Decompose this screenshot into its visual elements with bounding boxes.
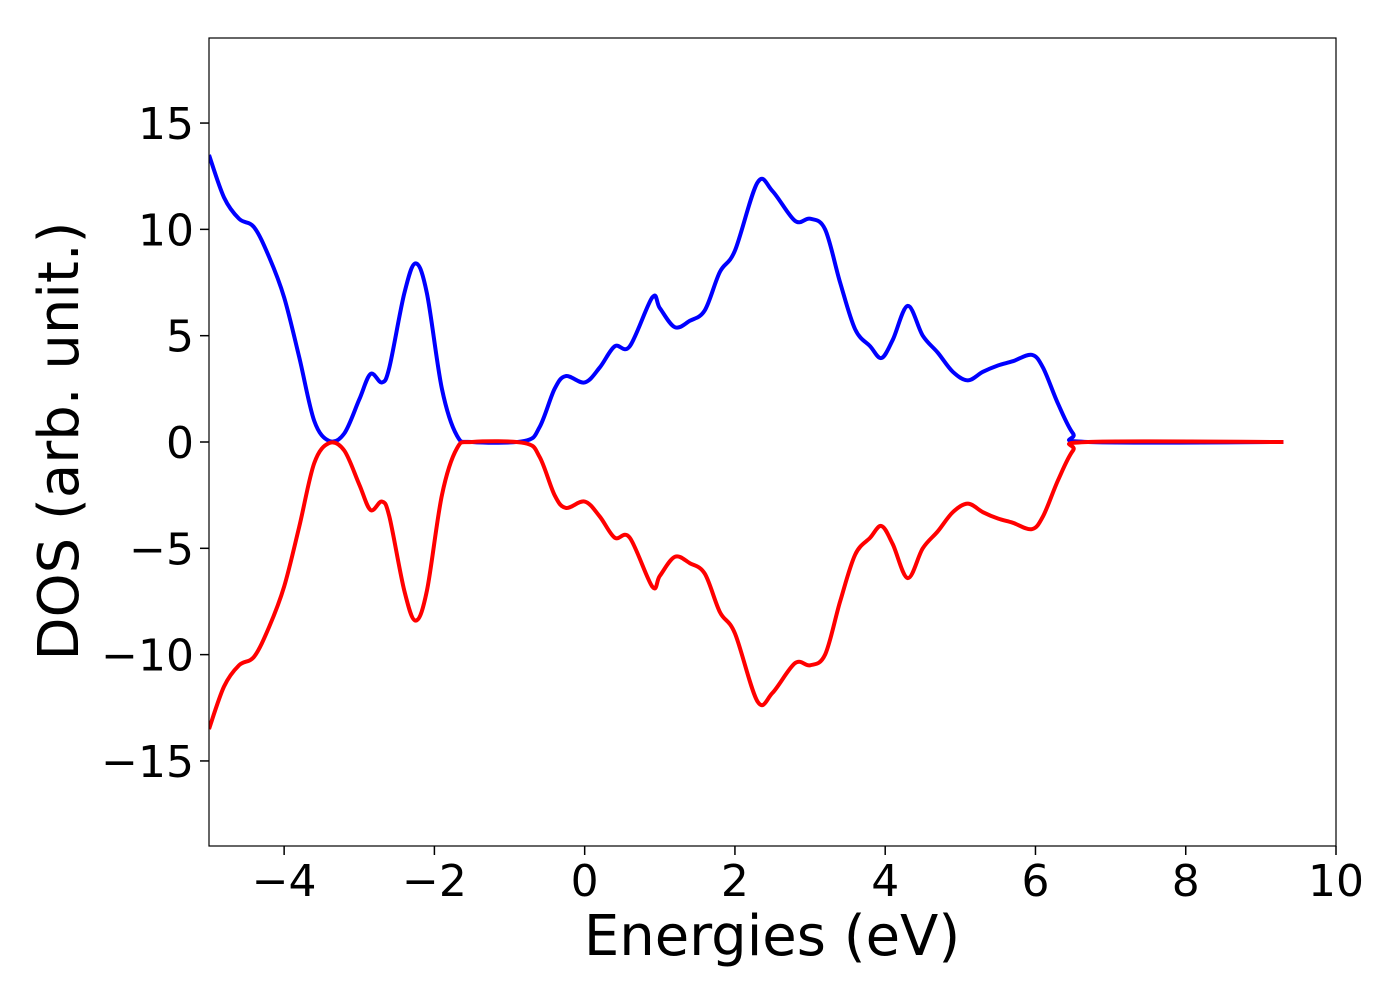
x-tick-label: 6 [1021,856,1049,907]
y-tick-label: −15 [101,737,194,788]
x-axis-label: Energies (eV) [584,904,960,969]
y-tick-label: 15 [138,99,194,150]
y-tick-label: 10 [138,205,194,256]
y-tick-label: 5 [166,312,194,363]
y-axis-label: DOS (arb. unit.) [27,221,92,660]
y-tick-label: 0 [166,418,194,469]
x-tick-label: 4 [871,856,899,907]
plot-frame [208,37,1337,847]
x-tick-label: 8 [1172,856,1200,907]
y-tick-label: −10 [101,631,194,682]
x-tick-label: −2 [402,856,467,907]
x-tick-label: 0 [571,856,599,907]
x-tick-label: 2 [721,856,749,907]
x-tick-label: −4 [252,856,317,907]
y-tick-label: −5 [129,524,194,575]
line-series [209,154,1284,445]
line-series [209,439,1284,730]
x-tick-label: 10 [1308,856,1364,907]
